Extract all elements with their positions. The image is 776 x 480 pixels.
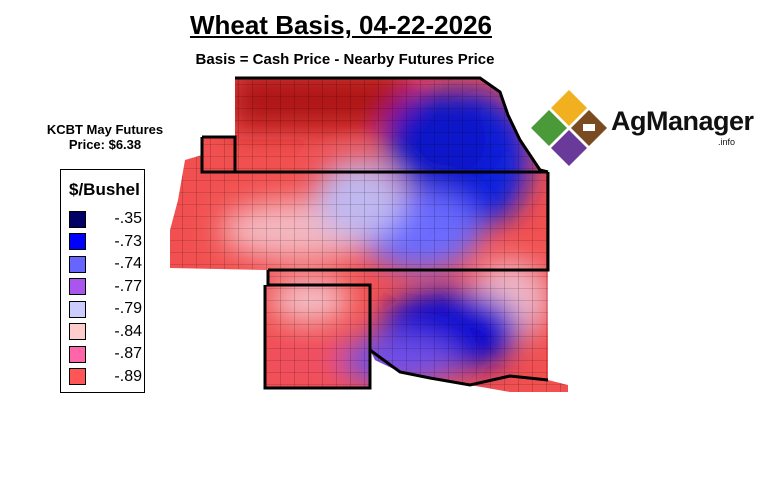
- legend-item: -.89: [61, 366, 144, 389]
- state-borders: [200, 76, 550, 390]
- agmanager-logo: AgManager .info: [527, 88, 757, 168]
- legend-swatch: [69, 278, 86, 296]
- legend-value: -.89: [114, 367, 142, 385]
- legend-item: -.84: [61, 321, 144, 344]
- legend-value: -.84: [114, 322, 142, 340]
- logo-diamond-icon: [531, 90, 607, 166]
- legend-swatch: [69, 345, 86, 363]
- legend-item: -.77: [61, 276, 144, 299]
- legend-item: -.73: [61, 231, 144, 254]
- legend-item: -.79: [61, 298, 144, 321]
- legend-swatch: [69, 368, 86, 386]
- legend-item: -.87: [61, 343, 144, 366]
- legend-swatch: [69, 233, 86, 251]
- legend-swatch: [69, 300, 86, 318]
- legend-swatch: [69, 323, 86, 341]
- legend-title: $/Bushel: [69, 180, 140, 199]
- legend-value: -.74: [114, 255, 142, 273]
- legend-value: -.79: [114, 300, 142, 318]
- legend-value: -.73: [114, 232, 142, 250]
- legend: $/Bushel -.35 -.73 -.74 -.77 -.79 -.84 -.87 -.8…: [60, 169, 145, 393]
- logo-suffix: .info: [718, 137, 736, 147]
- legend-value: -.35: [114, 210, 142, 228]
- logo-text: AgManager: [611, 106, 754, 136]
- legend-swatch: [69, 255, 86, 273]
- legend-value: -.87: [114, 345, 142, 363]
- legend-swatch: [69, 210, 86, 228]
- map-title: Wheat Basis, 04-22-2026: [189, 10, 493, 40]
- legend-item: -.74: [61, 253, 144, 276]
- futures-price-label: KCBT May Futures Price: $6.38: [46, 122, 164, 152]
- legend-value: -.77: [114, 277, 142, 295]
- map-subtitle: Basis = Cash Price - Nearby Futures Pric…: [195, 51, 495, 68]
- legend-item: -.35: [61, 208, 144, 231]
